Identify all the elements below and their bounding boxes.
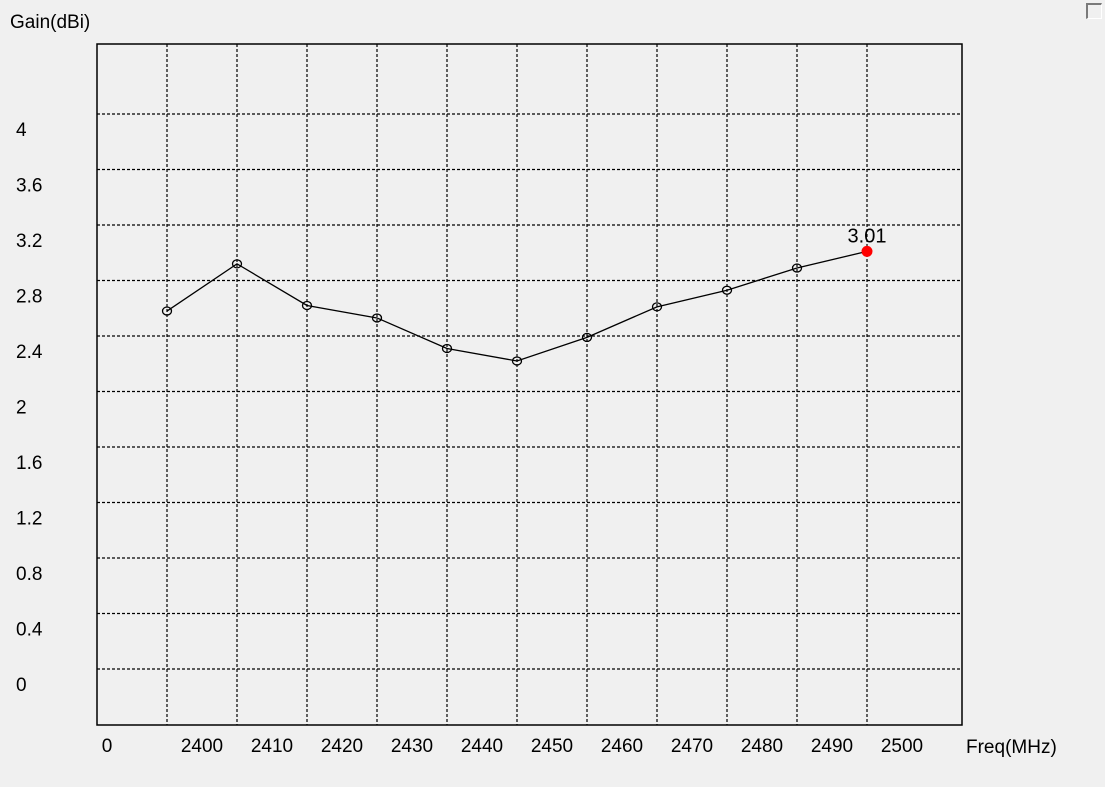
highlight-point xyxy=(861,245,873,257)
x-tick-label: 0 xyxy=(102,736,113,757)
data-label: 3.01 xyxy=(848,225,887,247)
series-gain xyxy=(161,250,868,366)
x-axis-title: Freq(MHz) xyxy=(966,737,1057,758)
grid xyxy=(97,44,962,725)
data-point xyxy=(161,306,173,316)
data-point xyxy=(511,356,523,366)
y-tick-label: 2 xyxy=(16,398,27,419)
corner-checkbox[interactable] xyxy=(1086,3,1102,19)
data-point xyxy=(231,259,243,269)
y-tick-label: 4 xyxy=(16,120,27,141)
x-tick-label: 2410 xyxy=(251,736,293,757)
data-point xyxy=(371,313,383,323)
y-tick-label: 0.4 xyxy=(16,620,43,641)
data-point xyxy=(721,285,733,295)
y-tick-label: 2.4 xyxy=(16,342,43,363)
data-point xyxy=(301,300,313,311)
y-tick-label: 1.6 xyxy=(16,453,42,474)
y-tick-labels: 4 3.6 3.2 2.8 2.4 2 1.6 1.2 0.8 0.4 0 xyxy=(16,120,43,696)
x-tick-label: 2460 xyxy=(601,736,643,757)
x-tick-label: 2420 xyxy=(321,736,363,757)
data-point xyxy=(581,332,593,343)
y-tick-label: 0 xyxy=(16,675,27,696)
x-tick-label: 2490 xyxy=(811,736,853,757)
x-tick-label: 2470 xyxy=(671,736,713,757)
x-tick-label: 2480 xyxy=(741,736,783,757)
data-point xyxy=(791,263,803,273)
x-tick-label: 2450 xyxy=(531,736,573,757)
y-tick-label: 2.8 xyxy=(16,287,42,308)
x-tick-label: 2400 xyxy=(181,736,223,757)
data-point xyxy=(441,343,453,354)
plot-frame xyxy=(96,43,963,726)
y-tick-label: 3.6 xyxy=(16,176,42,197)
highlight: 3.01 xyxy=(848,225,887,257)
series-line xyxy=(166,250,868,362)
data-point xyxy=(651,302,663,312)
y-tick-label: 3.2 xyxy=(16,231,42,252)
x-tick-label: 2500 xyxy=(881,736,923,757)
x-tick-label: 2440 xyxy=(461,736,503,757)
y-tick-label: 1.2 xyxy=(16,509,42,530)
y-tick-label: 0.8 xyxy=(16,564,42,585)
y-axis-title: Gain(dBi) xyxy=(10,12,90,33)
x-tick-labels: 0 2400 2410 2420 2430 2440 2450 2460 2470 2480 249… xyxy=(102,736,923,757)
x-tick-label: 2430 xyxy=(391,736,433,757)
